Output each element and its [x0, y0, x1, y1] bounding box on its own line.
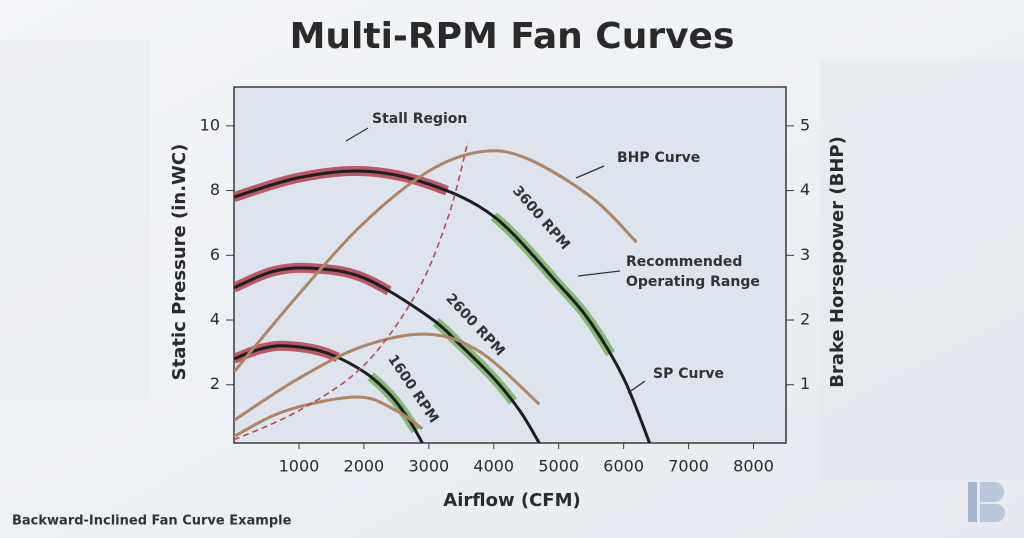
arrow [575, 165, 605, 179]
bhp-curve [234, 332, 541, 422]
y-tick-label: 2 [210, 374, 220, 393]
bhp-curve [234, 395, 424, 438]
logo-shape [980, 482, 1005, 522]
x-tick-label: 3000 [408, 457, 449, 476]
chart-title: Multi-RPM Fan Curves [290, 16, 735, 57]
annotation: Operating Range [626, 274, 760, 290]
y-axis-title: Static Pressure (in.WC) [169, 144, 190, 381]
y-tick-label: 6 [210, 245, 220, 264]
x-tick-label: 2000 [344, 457, 385, 476]
sp-curve [234, 266, 541, 443]
y2-axis-title: Brake Horsepower (BHP) [827, 136, 848, 388]
sp-curve [234, 169, 652, 443]
logo [968, 482, 1005, 522]
bhp-curve [234, 149, 638, 373]
x-tick-label: 7000 [668, 457, 709, 476]
plot-layer [234, 141, 652, 443]
x-tick-label: 4000 [473, 457, 514, 476]
y-tick-label: 4 [210, 310, 220, 329]
x-axis-title: Airflow (CFM) [443, 490, 580, 511]
x-tick-label: 1000 [279, 457, 320, 476]
arrow [345, 127, 369, 142]
y2-tick-label: 1 [800, 374, 810, 393]
x-tick-label: 6000 [603, 457, 644, 476]
annotation: Recommended [626, 254, 742, 270]
y2-tick-label: 5 [800, 115, 810, 134]
x-tick-label: 5000 [538, 457, 579, 476]
footnote: Backward-Inclined Fan Curve Example [12, 514, 292, 529]
y-tick-label: 10 [200, 115, 220, 134]
arrow [577, 270, 621, 277]
bg-building [0, 40, 150, 400]
y2-tick-label: 4 [800, 180, 810, 199]
y2-tick-label: 3 [800, 245, 810, 264]
annotation: SP Curve [653, 366, 724, 382]
y-tick-label: 8 [210, 180, 220, 199]
x-tick-label: 8000 [733, 457, 774, 476]
bg-building [820, 60, 1024, 480]
logo-bar [968, 482, 977, 522]
y2-tick-label: 2 [800, 310, 810, 329]
annotation: Stall Region [372, 111, 467, 127]
annotation: BHP Curve [617, 150, 700, 166]
